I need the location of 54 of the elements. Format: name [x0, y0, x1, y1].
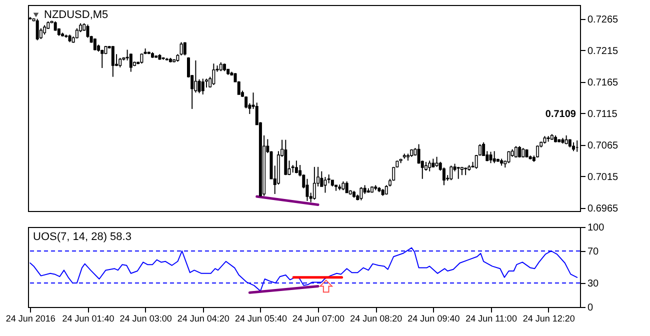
candlestick — [212, 63, 216, 86]
y-tick-label: 100 — [588, 222, 605, 234]
candlestick — [75, 28, 78, 39]
candlestick — [306, 178, 309, 202]
x-tick-label: 24 Jun 07:00 — [292, 314, 345, 324]
y-tick-label: 0.6965 — [588, 203, 619, 214]
y-tick-label: 0.7215 — [588, 46, 619, 57]
candlestick — [140, 53, 144, 64]
x-tick-label: 24 Jun 01:40 — [62, 314, 114, 324]
candlestick — [129, 53, 132, 72]
x-tick-label: 24 Jun 2016 — [6, 314, 56, 324]
candlestick — [489, 151, 492, 164]
candlestick — [450, 165, 453, 181]
y-tick-label: 0.7115 — [588, 108, 618, 120]
y-tick-label: 0.7265 — [588, 14, 619, 26]
candlestick — [312, 166, 316, 200]
candlestick — [324, 176, 327, 194]
line-series — [30, 247, 578, 292]
candlestick — [36, 18, 39, 41]
candlestick — [180, 42, 183, 56]
x-tick-label: 24 Jun 04:20 — [177, 314, 230, 324]
y-tick-label: 0.7015 — [588, 172, 619, 183]
candlestick — [345, 180, 348, 194]
candlestick — [518, 146, 522, 158]
candlestick — [507, 150, 510, 164]
candlestick — [294, 160, 298, 174]
y-tick-label: 0.7165 — [588, 77, 619, 88]
candlestick — [183, 42, 186, 56]
candlestick — [43, 24, 46, 36]
candlestick — [86, 24, 90, 38]
candlestick — [201, 78, 204, 95]
x-tick-label: 24 Jun 11:00 — [466, 314, 517, 324]
annotation: 0.7109 — [545, 109, 576, 120]
chart-title: UOS(7, 14, 28) 58.3 — [33, 231, 132, 243]
x-tick-label: 24 Jun 08:20 — [350, 314, 402, 324]
candlestick — [522, 148, 525, 158]
x-tick-label: 24 Jun 09:40 — [408, 314, 460, 324]
y-tick-label: 0 — [588, 302, 594, 314]
candlestick — [428, 160, 432, 172]
candlestick — [435, 156, 438, 168]
candlestick — [360, 186, 363, 201]
x-tick-label: 24 Jun 05:40 — [234, 314, 287, 324]
y-tick-label: 30 — [588, 278, 600, 290]
y-tick-label: 70 — [588, 246, 600, 258]
candlestick — [492, 150, 496, 164]
y-tick-label: 0.7065 — [588, 140, 619, 152]
candlestick — [118, 57, 122, 68]
candlestick — [198, 78, 201, 94]
candlestick — [111, 45, 114, 78]
candlestick — [514, 146, 518, 158]
x-tick-label: 24 Jun 12:20 — [522, 314, 575, 324]
x-tick-label: 24 Jun 03:00 — [120, 314, 172, 324]
chart-title: NZDUSD,M5 — [44, 9, 108, 21]
candlestick — [54, 20, 57, 32]
